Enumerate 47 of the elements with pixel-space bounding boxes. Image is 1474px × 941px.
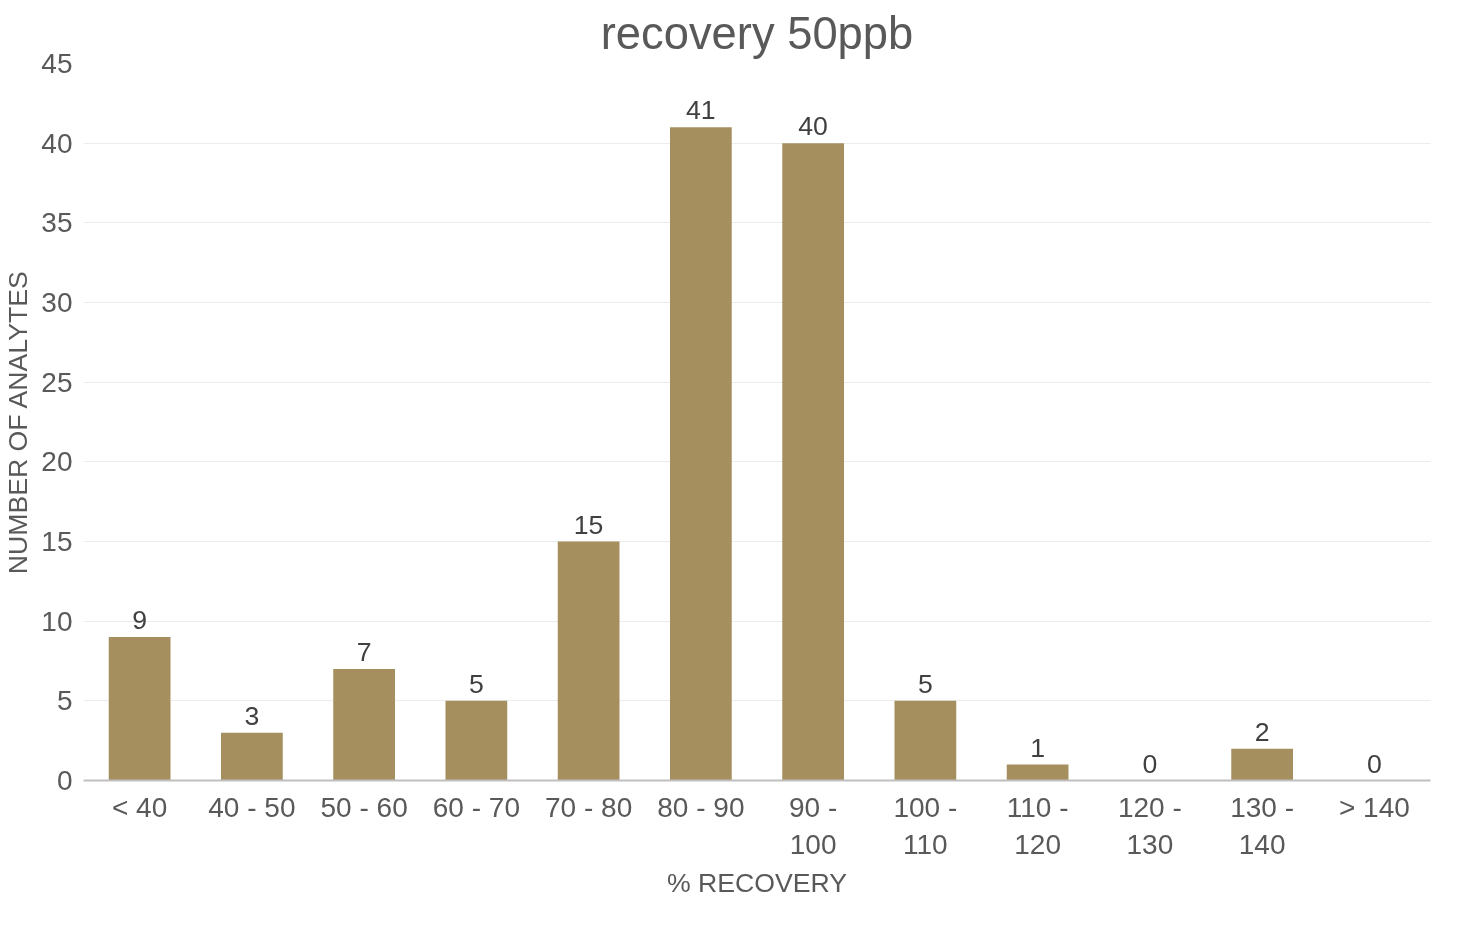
bar: [1231, 748, 1293, 781]
bar: [894, 700, 957, 781]
data-label: 7: [356, 636, 372, 667]
x-tick-label: 70 - 80: [545, 791, 633, 823]
data-label: 41: [686, 95, 716, 126]
data-label: 9: [132, 605, 148, 636]
x-tick-label: 60 - 70: [432, 791, 520, 823]
bar: [782, 143, 844, 781]
x-axis-title: % RECOVERY: [666, 867, 848, 898]
bar: [670, 127, 732, 781]
bar: [1006, 764, 1069, 781]
x-tick-label: 50 - 60: [320, 791, 408, 823]
bar: [221, 732, 283, 781]
y-tick-label: 10: [41, 605, 73, 637]
x-tick-label: < 40: [111, 791, 168, 823]
y-tick-label: 30: [41, 287, 73, 318]
bar: [445, 700, 508, 781]
x-tick-label: 90 - 100: [789, 791, 838, 860]
y-tick-label: 5: [56, 685, 73, 717]
y-tick-label: 25: [41, 366, 73, 398]
data-label: 5: [917, 668, 933, 699]
bar: [108, 637, 171, 781]
data-label: 15: [573, 509, 604, 540]
data-label: 1: [1030, 732, 1046, 763]
x-tick-label: > 140: [1338, 791, 1410, 823]
data-label: 5: [468, 668, 484, 699]
y-tick-label: 0: [56, 765, 73, 796]
bar: [557, 541, 620, 781]
y-axis-title: NUMBER OF ANALYTES: [3, 271, 34, 575]
y-tick-label: 35: [41, 207, 73, 239]
x-tick-label: 130 - 140: [1230, 791, 1295, 860]
x-tick-label: 40 - 50: [208, 791, 296, 823]
data-label: 0: [1366, 748, 1382, 779]
data-label: 0: [1142, 748, 1158, 779]
data-label: 3: [244, 700, 260, 731]
x-tick-label: 120 - 130: [1117, 791, 1182, 860]
y-tick-label: 45: [41, 48, 73, 79]
y-tick-label: 20: [41, 446, 73, 478]
x-tick-label: 80 - 90: [657, 791, 745, 823]
bar: [333, 668, 395, 781]
data-label: 2: [1254, 716, 1270, 747]
y-tick-label: 40: [41, 127, 73, 159]
y-tick-label: 15: [41, 526, 73, 557]
x-tick-label: 100 - 110: [893, 791, 958, 860]
x-tick-label: 110 - 120: [1006, 791, 1069, 860]
data-label: 40: [798, 111, 828, 142]
chart-title: recovery 50ppb: [600, 7, 914, 59]
